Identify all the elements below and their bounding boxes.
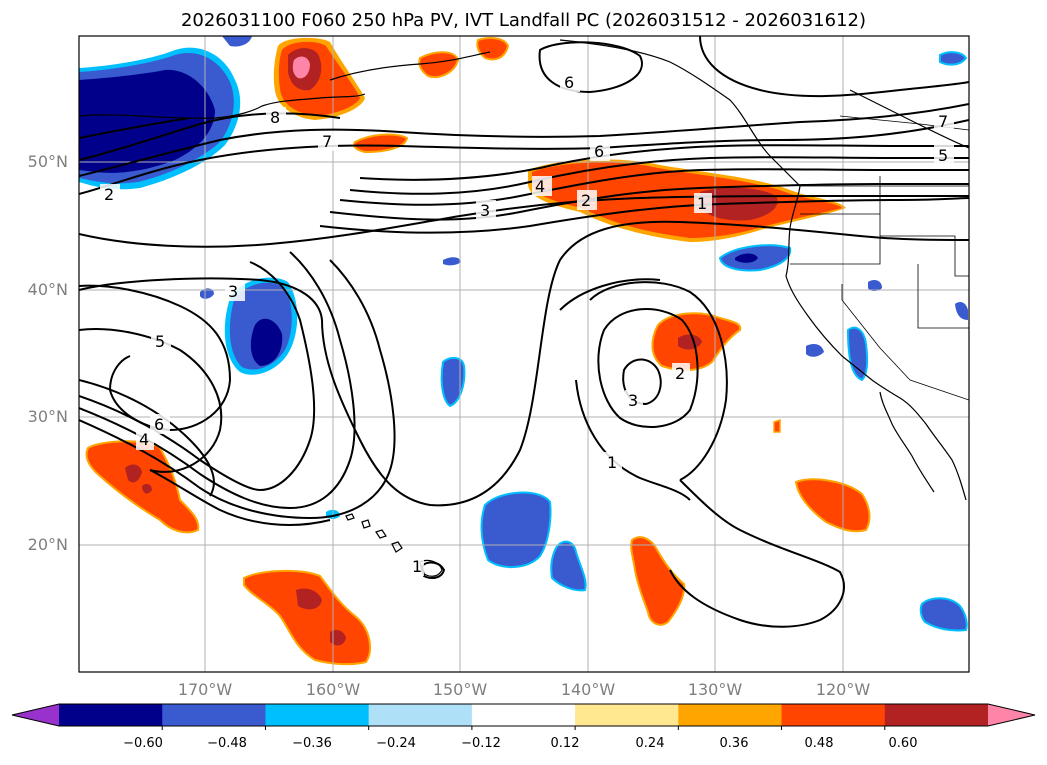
lon-label-170w: 170°W: [177, 680, 233, 699]
lat-label-20n: 20°N: [27, 535, 68, 554]
lon-label-140w: 140°W: [560, 680, 616, 699]
map-frame: [78, 35, 970, 673]
contour-label: 8: [270, 108, 280, 127]
colorbar-tick-label: −0.60: [123, 736, 163, 751]
borders: [790, 115, 969, 401]
contour-label: 1: [607, 453, 617, 472]
map-content: 2 8 7 6 6 7 5 4 2 1 3 3 5 6: [79, 36, 969, 672]
contour-label: 2: [104, 185, 114, 204]
contour-label: 7: [322, 132, 332, 151]
positive-pv-small-north-1: [353, 37, 510, 154]
contour-label: 3: [228, 282, 238, 301]
lon-label-160w: 160°W: [305, 680, 361, 699]
negative-pv-region-coast: [443, 244, 792, 272]
negative-pv-region-northwest: [79, 47, 241, 190]
colorbar-tick-label: −0.12: [461, 736, 501, 751]
colorbar-segment: [678, 704, 783, 726]
contour-label: 3: [628, 391, 638, 410]
positive-pv-region-south: [630, 478, 871, 626]
negative-pv-region-midpacific: [200, 277, 298, 375]
colorbar-tick-label: 0.60: [888, 736, 918, 751]
contour-label: 2: [675, 364, 685, 383]
contour-label: 6: [594, 142, 604, 161]
lat-label-40n: 40°N: [27, 280, 68, 299]
contour-label: 5: [155, 332, 165, 351]
colorbar-segment: [471, 704, 576, 726]
lon-label-130w: 130°W: [687, 680, 743, 699]
hawaii-islands: [345, 513, 443, 577]
colorbar-segment: [575, 704, 679, 726]
contour-label: 1: [697, 194, 707, 213]
contour-label: 1: [412, 557, 422, 576]
colorbar: [11, 703, 1036, 730]
lon-label-150w: 150°W: [432, 680, 488, 699]
contour-label: 5: [938, 146, 948, 165]
colorbar-segment: [884, 704, 989, 726]
map-title: 2026031100 F060 250 hPa PV, IVT Landfall…: [180, 10, 867, 31]
colorbar-tick-label: 0.24: [635, 736, 665, 751]
colorbar-tick-label: 0.48: [804, 736, 834, 751]
negative-pv-small-north: [222, 36, 968, 66]
colorbar-tick-label: 0.36: [719, 736, 749, 751]
colorbar-over-arrow: [988, 704, 1035, 726]
contour-label: 4: [139, 430, 149, 449]
colorbar-segment: [265, 704, 370, 726]
contour-label: 3: [480, 201, 490, 220]
contour-labels: 2 8 7 6 6 7 5 4 2 1 3 3 5 6: [100, 72, 954, 576]
colorbar-outline: [11, 703, 1036, 727]
contour-label: 6: [564, 73, 574, 92]
negative-pv-small-central: [440, 356, 466, 408]
colorbar-tick-label: 0.12: [550, 736, 580, 751]
contour-label: 2: [581, 191, 591, 210]
contour-label: 7: [938, 112, 948, 131]
colorbar-tick-label: −0.48: [207, 736, 247, 751]
positive-pv-region-hawaii-south: [243, 569, 371, 666]
lon-label-120w: 120°W: [815, 680, 871, 699]
colorbar-under-arrow: [12, 704, 59, 726]
colorbar-tick-label: −0.36: [292, 736, 332, 751]
colorbar-segment: [59, 704, 163, 726]
negative-pv-region-southeast: [806, 280, 968, 632]
positive-pv-region-subtropical: [651, 312, 781, 433]
graticule: [79, 36, 969, 672]
colorbar-segment: [781, 704, 886, 726]
colorbar-segment: [162, 704, 266, 726]
contour-label: 4: [535, 177, 545, 196]
lat-label-30n: 30°N: [27, 407, 68, 426]
colorbar-tick-label: −0.24: [376, 736, 416, 751]
contour-label: 6: [154, 415, 164, 434]
lat-label-50n: 50°N: [27, 152, 68, 171]
colorbar-segment: [368, 704, 473, 726]
